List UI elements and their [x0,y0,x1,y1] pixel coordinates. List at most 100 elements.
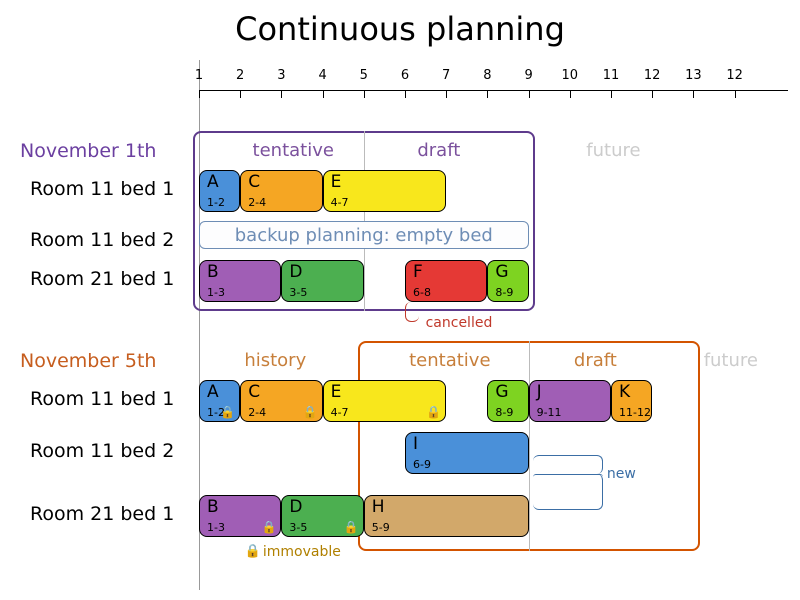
task-id: F [413,262,423,282]
tick [199,90,200,98]
phase-tentative: tentative [253,140,334,161]
phase-draft: draft [417,140,460,161]
task-range: 8-9 [495,286,513,299]
lock-icon: 🔒 [245,544,261,559]
backup-note: backup planning: empty bed [199,221,529,249]
row-label: Room 11 bed 2 [30,229,174,251]
task-range: 6-8 [413,286,431,299]
row-label: Room 21 bed 1 [30,503,174,525]
task-C: C2-4🔒 [240,380,322,422]
task-range: 1-3 [207,521,225,534]
task-id: J [537,382,542,402]
split-line-nov5 [529,341,530,551]
task-id: C [248,382,260,402]
task-id: B [207,497,219,517]
tick [240,90,241,98]
tick-label: 6 [401,68,409,83]
tick-label: 3 [277,68,285,83]
task-id: B [207,262,219,282]
tick-label: 10 [562,68,579,83]
tick-label: 12 [644,68,661,83]
phase-tentative: tentative [409,350,490,371]
task-D: D 3-5 🔒 [281,495,363,537]
tick [570,90,571,98]
task-E: E 4-7 🔒 [323,380,447,422]
annotation-immovable: immovable [263,544,341,560]
tick-label: 13 [685,68,702,83]
task-id: D [289,497,302,517]
tick-label: 8 [483,68,491,83]
row-label: Room 11 bed 1 [30,388,174,410]
task-id: I [413,434,418,454]
annotation-new: new [607,466,636,482]
task-A: A1-2🔒 [199,380,240,422]
task-range: 8-9 [495,406,513,419]
tick [652,90,653,98]
task-G: G 8-9 [487,260,528,302]
connector [405,302,419,322]
page-title: Continuous planning [0,10,800,48]
task-J: J 9-11 [529,380,611,422]
task-id: K [619,382,630,402]
tick [446,90,447,98]
lock-icon: 🔒 [261,520,276,534]
task-range: 4-7 [331,196,349,209]
phase-history: history [244,350,306,371]
task-A: A 1-2 [199,170,240,212]
tick-label: 2 [236,68,244,83]
task-id: D [289,262,302,282]
section-label-nov1: November 1th [20,140,156,162]
phase-draft: draft [574,350,617,371]
connector [533,455,603,474]
phase-future: future [586,140,640,161]
task-range: 5-9 [372,521,390,534]
task-range: 1-2 [207,196,225,209]
connector [533,474,603,510]
tick [529,90,530,98]
task-F: F 6-8 [405,260,487,302]
lock-icon: 🔒 [220,405,235,419]
task-range: 3-5 [289,286,307,299]
phase-future: future [704,350,758,371]
tick-label: 11 [603,68,620,83]
task-E: E4-7 [323,170,447,212]
task-id: A [207,172,219,192]
task-range: 4-7 [331,406,349,419]
task-I: I 6-9 [405,432,529,474]
task-range: 1-3 [207,286,225,299]
tick-label: 4 [318,68,326,83]
task-range: 6-9 [413,458,431,471]
task-id: H [372,497,385,517]
task-id: C [248,172,260,192]
diagram-root: { "title": "Continuous planning", "layou… [0,0,800,600]
task-C: C2-4 [240,170,322,212]
task-id: G [495,262,508,282]
task-H: H 5-9 [364,495,529,537]
tick [281,90,282,98]
tick [611,90,612,98]
tick [364,90,365,98]
task-G: G 8-9 [487,380,528,422]
task-range: 9-11 [537,406,562,419]
task-B: B 1-3 🔒 [199,495,281,537]
task-D: D 3-5 [281,260,363,302]
task-id: A [207,382,219,402]
tick [693,90,694,98]
tick-label: 12 [726,68,743,83]
timeline-axis [199,90,788,91]
lock-icon: 🔒 [344,520,359,534]
tick [735,90,736,98]
lock-icon: 🔒 [426,405,441,419]
annotation-cancelled: cancelled [426,315,493,331]
lock-icon: 🔒 [303,405,318,419]
tick [405,90,406,98]
task-id: E [331,382,342,402]
tick [323,90,324,98]
row-label: Room 11 bed 2 [30,440,174,462]
task-id: G [495,382,508,402]
task-range: 3-5 [289,521,307,534]
row-label: Room 11 bed 1 [30,178,174,200]
section-label-nov5: November 5th [20,350,156,372]
task-B: B 1-3 [199,260,281,302]
task-K: K11-12 [611,380,652,422]
